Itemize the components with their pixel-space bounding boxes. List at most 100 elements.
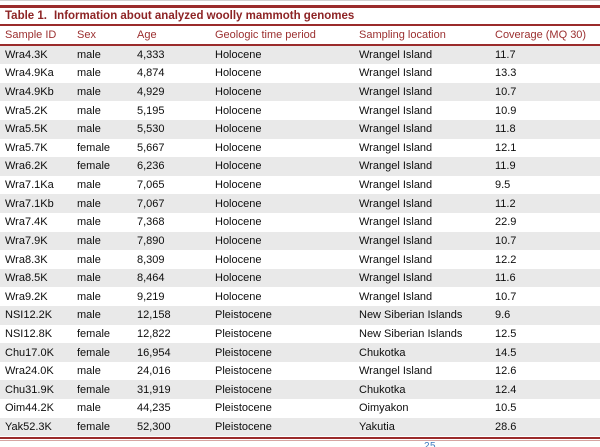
table-row: Chu17.0K female 16,954 Pleistocene Chukotka 1… (0, 343, 600, 362)
table-title: Table 1. Information about analyzed wool… (0, 8, 600, 25)
cell-period: Pleistocene (215, 402, 272, 415)
cell-coverage: 14.5 (495, 346, 517, 359)
cell-coverage: 9.5 (495, 179, 511, 192)
cell-period: Holocene (215, 104, 262, 117)
cell-period: Holocene (215, 48, 262, 61)
cell-period: Holocene (215, 234, 262, 247)
cell-coverage: 12.4 (495, 383, 517, 396)
cell-sex: male (77, 104, 101, 117)
cell-coverage: 11.9 (495, 160, 516, 173)
cell-age: 12,158 (137, 309, 171, 322)
cell-location: New Siberian Islands (359, 309, 463, 322)
table-row: Wra9.2K male 9,219 Holocene Wrangel Island 10… (0, 287, 600, 306)
cell-sex: male (77, 365, 101, 378)
cell-sex: male (77, 402, 101, 415)
cell-age: 16,954 (137, 346, 171, 359)
cell-coverage: 10.7 (495, 234, 517, 247)
cell-age: 7,890 (137, 234, 165, 247)
cell-age: 8,464 (137, 272, 165, 285)
cell-coverage: 11.6 (495, 272, 516, 285)
cell-age: 9,219 (137, 290, 165, 303)
cell-location: Wrangel Island (359, 86, 433, 99)
table-row: Wra7.9K male 7,890 Holocene Wrangel Island 10… (0, 231, 600, 251)
cell-period: Holocene (215, 86, 262, 99)
table-row: Chu31.9K female 31,919 Pleistocene Chukotka 1… (0, 380, 600, 400)
cell-period: Holocene (215, 197, 262, 210)
cell-coverage: 28.6 (495, 420, 517, 433)
cell-age: 8,309 (137, 253, 165, 266)
table-body: Wra4.3K male 4,333 Holocene Wrangel Island 11… (0, 45, 600, 437)
cell-age: 5,195 (137, 104, 165, 117)
cell-coverage: 10.7 (495, 86, 517, 99)
table-row: NSI12.2K male 12,158 Pleistocene New Siberia… (0, 306, 600, 325)
cell-sample-id: Wra7.1Kb (5, 197, 54, 210)
cell-sample-id: NSI12.2K (5, 309, 53, 322)
cell-coverage: 10.7 (495, 290, 517, 303)
cell-age: 24,016 (137, 365, 171, 378)
cell-age: 7,067 (137, 197, 165, 210)
table-row: Wra4.9Ka male 4,874 Holocene Wrangel Island 1… (0, 64, 600, 83)
table-title-label: Table 1. (5, 9, 47, 22)
cell-sample-id: NSI12.8K (5, 327, 53, 340)
cell-sample-id: Wra7.9K (5, 234, 48, 247)
cell-location: Yakutia (359, 420, 395, 433)
cell-sample-id: Wra7.4K (5, 216, 48, 229)
column-header-sex: Sex (77, 29, 96, 41)
cell-sample-id: Chu17.0K (5, 346, 54, 359)
table-row: Wra8.3K male 8,309 Holocene Wrangel Island 12… (0, 250, 600, 269)
cell-coverage: 10.9 (495, 104, 517, 117)
cell-sample-id: Yak52.3K (5, 420, 52, 433)
cell-sex: female (77, 383, 111, 396)
table-row: Wra4.3K male 4,333 Holocene Wrangel Island 11… (0, 45, 600, 65)
table-bottom-rule-light (0, 440, 600, 442)
table-bottom-rule-gap (0, 438, 600, 441)
table-row: Wra24.0K male 24,016 Pleistocene Wrangel Isl… (0, 362, 600, 381)
cell-period: Pleistocene (215, 346, 272, 359)
cell-sex: male (77, 290, 101, 303)
cell-location: Wrangel Island (359, 48, 433, 61)
cell-sample-id: Chu31.9K (5, 383, 54, 396)
cell-age: 6,236 (137, 160, 165, 173)
cell-location: Wrangel Island (359, 234, 433, 247)
cell-sample-id: Wra8.5K (5, 272, 48, 285)
cell-location: Wrangel Island (359, 179, 433, 192)
cell-sample-id: Wra4.3K (5, 48, 48, 61)
table-row: Oim44.2K male 44,235 Pleistocene Oimyakon 10.… (0, 399, 600, 418)
table-row: Yak52.3K female 52,300 Pleistocene Yakutia 28… (0, 417, 600, 437)
table-row: Wra5.7K female 5,667 Holocene Wrangel Island… (0, 139, 600, 158)
table-title-text: Information about analyzed woolly mammot… (53, 9, 355, 22)
title-bottom-rule (0, 24, 600, 26)
table-1: Table 1. Information about analyzed wool… (0, 5, 600, 442)
table-row: NSI12.8K female 12,822 Pleistocene New Siber… (0, 325, 600, 344)
cell-coverage: 13.3 (495, 67, 517, 80)
cell-location: Wrangel Island (359, 67, 433, 80)
cell-location: Wrangel Island (359, 290, 433, 303)
cell-sex: female (77, 327, 111, 340)
cell-sex: male (77, 216, 101, 229)
cell-location: Wrangel Island (359, 365, 433, 378)
table-top-rule (0, 5, 600, 8)
cell-coverage: 11.7 (495, 48, 516, 61)
cell-sample-id: Wra4.9Ka (5, 67, 54, 80)
cell-sex: male (77, 86, 101, 99)
cell-sex: male (77, 234, 101, 247)
cell-location: Oimyakon (359, 402, 409, 415)
column-header-sample-id: Sample ID (5, 29, 57, 41)
cell-location: Wrangel Island (359, 123, 433, 136)
cell-location: Wrangel Island (359, 253, 433, 266)
cell-sex: male (77, 272, 101, 285)
cell-age: 12,822 (137, 327, 171, 340)
table-row: Wra5.2K male 5,195 Holocene Wrangel Island 10… (0, 101, 600, 120)
cell-sex: male (77, 253, 101, 266)
cell-location: Wrangel Island (359, 197, 433, 210)
cell-age: 4,929 (137, 86, 165, 99)
cell-location: Wrangel Island (359, 141, 433, 154)
cell-period: Holocene (215, 290, 262, 303)
cell-coverage: 9.6 (495, 309, 511, 322)
cell-coverage: 11.2 (495, 197, 516, 210)
cell-coverage: 12.1 (495, 141, 517, 154)
cell-sex: male (77, 179, 101, 192)
cell-sample-id: Wra6.2K (5, 160, 48, 173)
cell-sex: male (77, 309, 101, 322)
cell-period: Holocene (215, 216, 262, 229)
